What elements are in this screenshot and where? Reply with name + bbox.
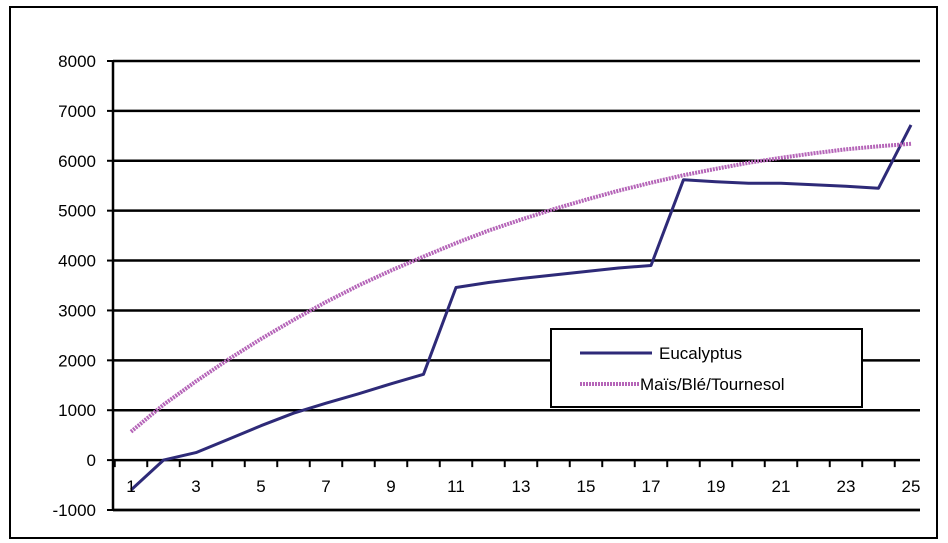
x-tick-label: 5 [256, 477, 265, 496]
x-tick-label: 1 [126, 477, 135, 496]
y-tick-label: 4000 [58, 252, 96, 271]
x-tick-label: 25 [902, 477, 921, 496]
x-tick-label: 13 [512, 477, 531, 496]
x-tick-label: 11 [447, 477, 465, 496]
grid-lines [113, 59, 920, 512]
x-tick-label: 19 [707, 477, 726, 496]
x-tick-label: 21 [772, 477, 791, 496]
axes [107, 60, 920, 512]
y-tick-label: 3000 [58, 301, 96, 320]
x-tick-label: 23 [837, 477, 856, 496]
y-tick-label: 1000 [58, 401, 96, 420]
x-tick-label: 15 [577, 477, 596, 496]
y-tick-label: 0 [87, 451, 96, 470]
legend: Eucalyptus Maïs/Blé/Tournesol [550, 328, 863, 408]
series-lines [129, 124, 913, 492]
x-tick-label: 17 [642, 477, 661, 496]
legend-label-mais-ble-tournesol: Maïs/Blé/Tournesol [640, 375, 785, 394]
legend-box [550, 328, 863, 408]
chart-frame [9, 6, 938, 539]
series-line-mais-ble-tournesol [129, 141, 912, 434]
x-tick-label: 7 [321, 477, 330, 496]
y-tick-label: -1000 [53, 501, 96, 520]
y-tick-label: 7000 [58, 102, 96, 121]
series-line-eucalyptus [129, 124, 913, 492]
y-tick-label: 2000 [58, 351, 96, 370]
x-tick-label: 3 [191, 477, 200, 496]
y-tick-label: 8000 [58, 52, 96, 71]
y-tick-labels: 8000 7000 6000 5000 4000 3000 2000 1000 0 -1000 [53, 52, 96, 520]
x-tick-label: 9 [386, 477, 395, 496]
legend-label-eucalyptus: Eucalyptus [659, 344, 742, 363]
x-tick-labels: 1 3 5 7 9 11 13 15 17 19 21 23 25 [126, 477, 920, 496]
y-tick-label: 6000 [58, 152, 96, 171]
y-tick-label: 5000 [58, 202, 96, 221]
